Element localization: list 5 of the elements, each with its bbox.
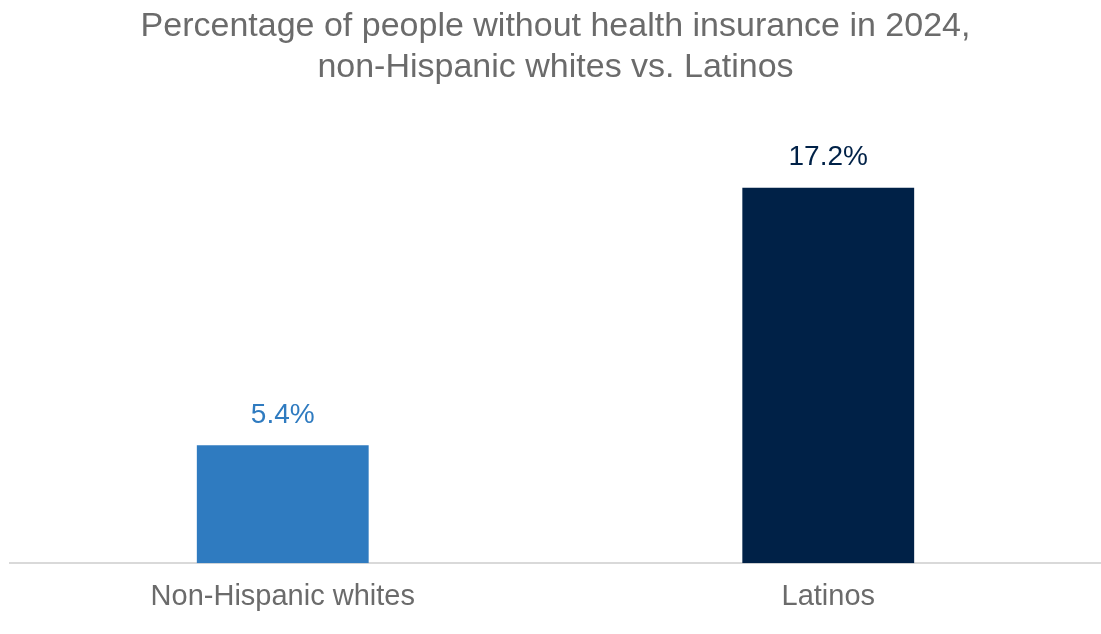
data-label: 17.2% bbox=[788, 140, 868, 172]
x-tick-label: Non-Hispanic whites bbox=[150, 578, 415, 611]
x-tick-label: Latinos bbox=[781, 578, 876, 611]
chart-title: Percentage of people without health insurance in 2024, non-Hispanic whites vs. Latinos bbox=[140, 4, 971, 84]
data-label: 5.4% bbox=[250, 398, 315, 429]
